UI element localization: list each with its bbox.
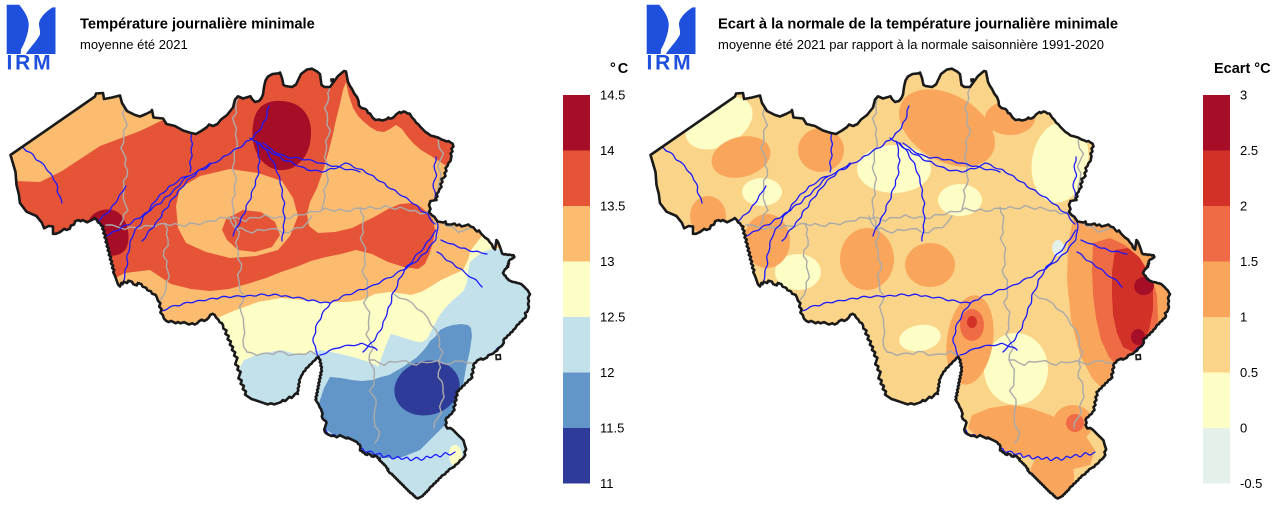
svg-text:°C: °C bbox=[610, 61, 630, 77]
svg-text:14: 14 bbox=[600, 143, 614, 158]
svg-text:moyenne été 2021 par rapport à: moyenne été 2021 par rapport à la normal… bbox=[718, 37, 1104, 52]
svg-text:2.5: 2.5 bbox=[1240, 143, 1258, 158]
svg-text:0.5: 0.5 bbox=[1240, 365, 1258, 380]
svg-text:moyenne été 2021: moyenne été 2021 bbox=[80, 37, 188, 52]
svg-text:1.5: 1.5 bbox=[1240, 254, 1258, 269]
svg-text:3: 3 bbox=[1240, 88, 1247, 103]
svg-text:1: 1 bbox=[1240, 310, 1247, 325]
svg-text:13.5: 13.5 bbox=[600, 199, 625, 214]
svg-text:14.5: 14.5 bbox=[600, 88, 625, 103]
svg-text:0: 0 bbox=[1240, 421, 1247, 436]
svg-text:IRM: IRM bbox=[647, 52, 694, 75]
svg-text:Température journalière minima: Température journalière minimale bbox=[80, 17, 315, 33]
svg-text:IRM: IRM bbox=[7, 52, 54, 75]
svg-text:-0.5: -0.5 bbox=[1240, 476, 1262, 491]
svg-text:11.5: 11.5 bbox=[600, 421, 624, 436]
svg-text:12.5: 12.5 bbox=[600, 310, 625, 325]
svg-text:Ecart °C: Ecart °C bbox=[1214, 61, 1271, 77]
svg-text:2: 2 bbox=[1240, 199, 1247, 214]
svg-text:13: 13 bbox=[600, 254, 614, 269]
svg-text:Ecart à la normale de la tempé: Ecart à la normale de la température jou… bbox=[718, 17, 1118, 33]
svg-text:11: 11 bbox=[600, 476, 614, 491]
svg-text:12: 12 bbox=[600, 365, 614, 380]
